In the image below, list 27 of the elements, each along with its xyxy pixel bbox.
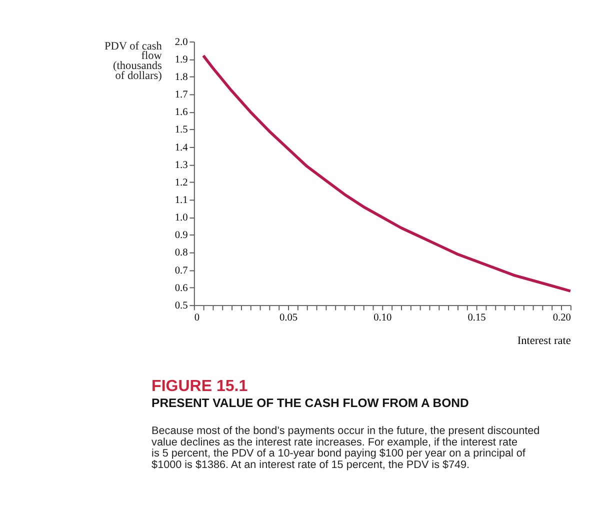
y-tick-label: 1.1	[174, 194, 188, 206]
y-tick-label: 0.7	[174, 265, 188, 276]
x-tick-label: 0.10	[374, 312, 392, 324]
text: FIGURE 15.1	[152, 378, 248, 395]
line-series	[202, 54, 572, 292]
y-tick-label: 0.6	[174, 282, 188, 294]
y-axis-title: PDV of cash flow (thousands of dollars)	[104, 40, 163, 82]
y-tick-label: 1.3	[174, 160, 188, 171]
text: PRESENT VALUE OF THE CASH FLOW FROM A BOND	[152, 396, 469, 410]
x-tick-label: 0	[194, 312, 200, 324]
x-tick-label: 0.05	[279, 312, 298, 324]
y-tick-label: 0.8	[174, 248, 188, 259]
x-axis-title: Interest rate	[517, 335, 571, 348]
y-tick-label: 1.4	[174, 142, 189, 154]
y-tick-label: 0.5	[174, 300, 188, 312]
y-tick-label: 1.0	[174, 212, 188, 224]
x-tick-label: 0.15	[468, 312, 486, 324]
x-tick-label: 0.20	[552, 312, 571, 324]
y-tick-label: 0.9	[174, 230, 188, 242]
y-tick-label: 1.2	[174, 177, 188, 188]
y-tick-label: 1.5	[174, 124, 188, 136]
y-tick-label: 2.0	[174, 36, 188, 48]
y-tick-label: 1.7	[174, 90, 188, 101]
y-tick-label: 1.8	[174, 72, 188, 83]
text: Because most of the bond’s payments occur in the future, the present discounted value declines as the interest rate increases. For example, if the interest rate is 5 percent, the PDV of a 10-year bond paying $100 per year on a principal of $1000 is $1386. At an interest rate of 15 percent, the PDV is $749.	[152, 425, 540, 471]
y-tick-label: 1.9	[174, 54, 188, 66]
y-tick-label: 1.6	[174, 107, 188, 118]
